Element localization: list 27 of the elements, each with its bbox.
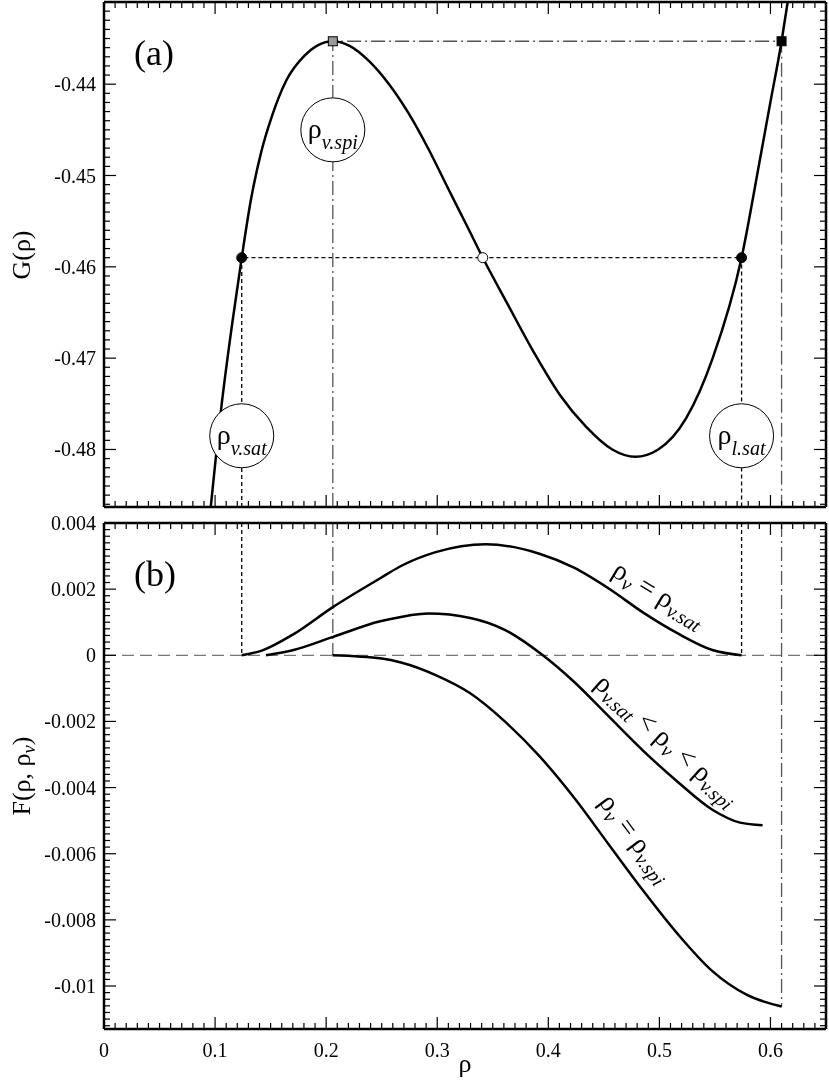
y-tick-label: -0.006 xyxy=(44,842,96,865)
x-tick-label: 0.6 xyxy=(757,1039,783,1061)
y-tick-label: -0.45 xyxy=(54,164,96,187)
annotation: ρ$_{v.spi}$ xyxy=(307,113,358,155)
x-tick-label: 0.2 xyxy=(313,1039,339,1061)
x-tick-label: 0.5 xyxy=(646,1039,672,1061)
y-tick-label: 0 xyxy=(86,644,96,667)
x-tick-label: 0.4 xyxy=(535,1039,561,1061)
y-tick-label: -0.44 xyxy=(54,73,96,96)
y-tick-label: -0.004 xyxy=(44,776,96,799)
y-axis-title: G(ρ) xyxy=(7,229,37,280)
y-tick-label: -0.008 xyxy=(44,908,96,931)
y-tick-label: -0.47 xyxy=(54,347,96,370)
line-series xyxy=(331,654,783,1008)
y-tick-label: -0.002 xyxy=(44,710,96,733)
y-tick-label: 0.002 xyxy=(51,578,96,601)
y-tick-label: -0.48 xyxy=(54,438,96,461)
y-tick-label: 0.004 xyxy=(51,512,96,534)
annotation: ρ$_{v.sat}$ xyxy=(216,419,268,460)
x-axis-title: ρ xyxy=(458,1049,472,1078)
x-tick-label: 0.3 xyxy=(424,1039,450,1061)
annotation: ρ$_{l.sat}$ xyxy=(717,419,767,460)
annotation: (a) xyxy=(134,33,174,73)
annotation: (b) xyxy=(134,554,176,594)
x-tick-label: 0.1 xyxy=(202,1039,228,1061)
y-tick-label: -0.01 xyxy=(54,975,96,998)
y-tick-label: -0.46 xyxy=(54,255,96,278)
